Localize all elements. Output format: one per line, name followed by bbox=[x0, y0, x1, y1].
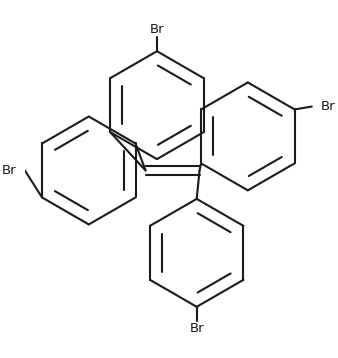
Text: Br: Br bbox=[189, 323, 204, 335]
Text: Br: Br bbox=[2, 164, 16, 177]
Text: Br: Br bbox=[150, 23, 164, 35]
Text: Br: Br bbox=[320, 100, 335, 113]
